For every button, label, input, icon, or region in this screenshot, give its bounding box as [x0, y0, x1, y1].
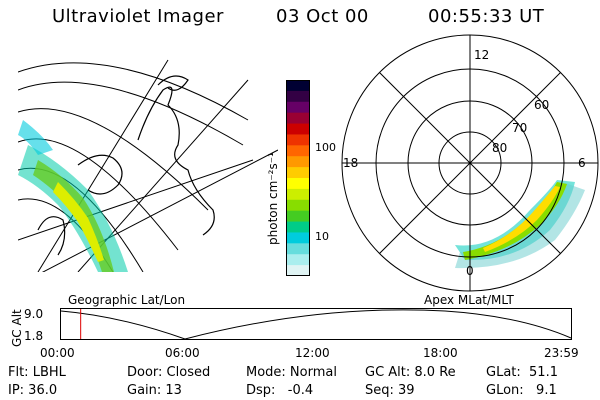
colorbar-segment	[286, 210, 310, 223]
glat-status: GLat: 51.1	[486, 365, 558, 380]
colorbar-segment	[286, 232, 310, 244]
alt-plot-ylabel: GC Alt	[10, 309, 24, 347]
colorbar-segment	[286, 112, 310, 125]
dsp-status: Dsp: -0.4	[246, 383, 314, 398]
colorbar-segment	[286, 90, 310, 103]
gain-status: Gain: 13	[127, 383, 182, 398]
mlt-label-6: 6	[578, 156, 586, 170]
colorbar-tick-100: 100	[315, 141, 336, 154]
geographic-map	[18, 59, 278, 272]
mlt-label-12: 12	[474, 48, 490, 62]
colorbar-segment	[286, 265, 310, 276]
mode-status: Mode: Normal	[246, 365, 337, 380]
colorbar-segment	[286, 101, 310, 114]
colorbar-tick-10: 10	[315, 230, 329, 243]
colorbar-segment	[286, 178, 310, 190]
colorbar-segment	[286, 243, 310, 255]
colorbar-segment	[286, 254, 310, 266]
colorbar-segment	[286, 80, 310, 92]
mlt-label-18: 18	[343, 156, 359, 170]
alt-ytick-1-8: 1.8	[24, 329, 44, 343]
lat-label-60: 60	[534, 98, 550, 112]
lat-label-80: 80	[492, 141, 508, 155]
alt-xtick-1200: 12:00	[295, 346, 330, 360]
alt-xtick-2359: 23:59	[544, 346, 579, 360]
color-scale-bar	[286, 80, 310, 276]
instrument-title: Ultraviolet Imager	[52, 6, 224, 27]
seq-status: Seq: 39	[365, 383, 415, 398]
alt-xtick-0600: 06:00	[165, 346, 200, 360]
time-label: 00:55:33 UT	[428, 6, 545, 27]
glon-status: GLon: 9.1	[486, 383, 557, 398]
alt-xtick-0000: 00:00	[40, 346, 75, 360]
colorbar-segment	[286, 123, 310, 135]
colorbar-segment	[286, 167, 310, 179]
filter-status: Flt: LBHL	[8, 365, 66, 380]
door-status: Door: Closed	[127, 365, 211, 380]
date-label: 03 Oct 00	[276, 6, 369, 27]
colorbar-segment	[286, 145, 310, 157]
alt-ytick-9: 9.0	[24, 307, 44, 321]
colorbar-segment	[286, 156, 310, 168]
alt-xtick-1800: 18:00	[423, 346, 458, 360]
colorbar-segment	[286, 134, 310, 146]
colorbar-segment	[286, 188, 310, 201]
polar-map-label: Apex MLat/MLT	[424, 293, 514, 307]
colorbar-segment	[286, 199, 310, 212]
geographic-map-label: Geographic Lat/Lon	[68, 293, 186, 307]
colorbar-segment	[286, 221, 310, 233]
lat-label-70: 70	[512, 121, 528, 135]
ip-status: IP: 36.0	[8, 383, 58, 398]
altitude-timeline	[60, 308, 572, 340]
mlt-label-0: 0	[466, 264, 474, 278]
polar-mlt-plot	[341, 34, 599, 292]
colorbar-frame	[286, 80, 310, 276]
gc-alt-status: GC Alt: 8.0 Re	[365, 365, 456, 380]
colorbar-unit-label: photon cm⁻²s⁻¹	[266, 152, 280, 245]
